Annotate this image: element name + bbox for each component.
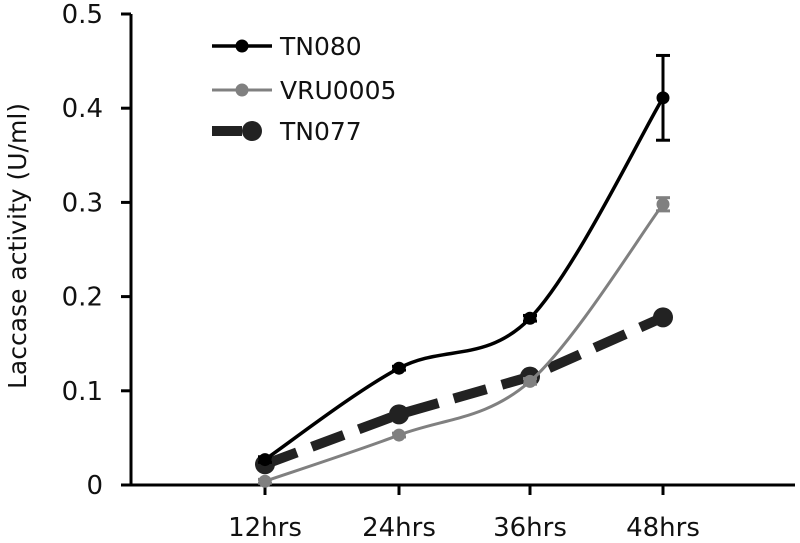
series-line-tn080 [264,96,665,462]
x-tick-label: 24hrs [362,513,436,543]
data-point-tn080 [523,311,537,325]
series-line-vru0005 [264,203,665,483]
legend-item-tn077: TN077 [212,117,362,146]
legend-marker [235,83,249,97]
legend-label: TN077 [279,117,362,146]
series-tn080 [258,53,670,467]
legend: TN080 VRU0005 TN077 [212,32,396,146]
data-point-tn080 [656,91,670,105]
y-ticks: 0 0.1 0.2 0.3 0.4 0.5 [62,0,131,501]
data-point-tn080 [392,361,406,375]
x-ticks: 12hrs 24hrs 36hrs 48hrs [228,485,700,543]
data-point-vru0005 [392,428,406,442]
data-point-tn080 [258,453,272,467]
series-vru0005 [258,196,670,488]
legend-item-tn080: TN080 [212,32,362,61]
data-point-vru0005 [258,474,272,488]
y-tick-label: 0.5 [62,0,103,30]
data-point-vru0005 [656,197,670,211]
legend-label: VRU0005 [280,76,396,105]
legend-label: TN080 [279,32,362,61]
data-point-tn077 [389,404,409,425]
y-tick-label: 0.4 [62,94,103,124]
legend-marker [235,39,249,53]
legend-marker [242,121,262,141]
data-point-tn077 [653,307,673,328]
data-point-vru0005 [523,374,537,388]
y-tick-label: 0.1 [62,377,103,407]
y-tick-label: 0.3 [62,188,103,218]
y-tick-label: 0 [86,471,103,501]
axes: Laccase activity (U/ml) [3,14,795,487]
x-tick-label: 36hrs [493,513,567,543]
series-layer [255,53,673,488]
y-axis-title: Laccase activity (U/ml) [3,103,32,389]
x-tick-label: 48hrs [626,513,700,543]
y-tick-label: 0.2 [62,283,103,313]
series-tn077 [255,307,673,475]
series-line-tn077 [263,312,666,469]
legend-item-vru0005: VRU0005 [212,76,396,105]
x-tick-label: 12hrs [228,513,302,543]
